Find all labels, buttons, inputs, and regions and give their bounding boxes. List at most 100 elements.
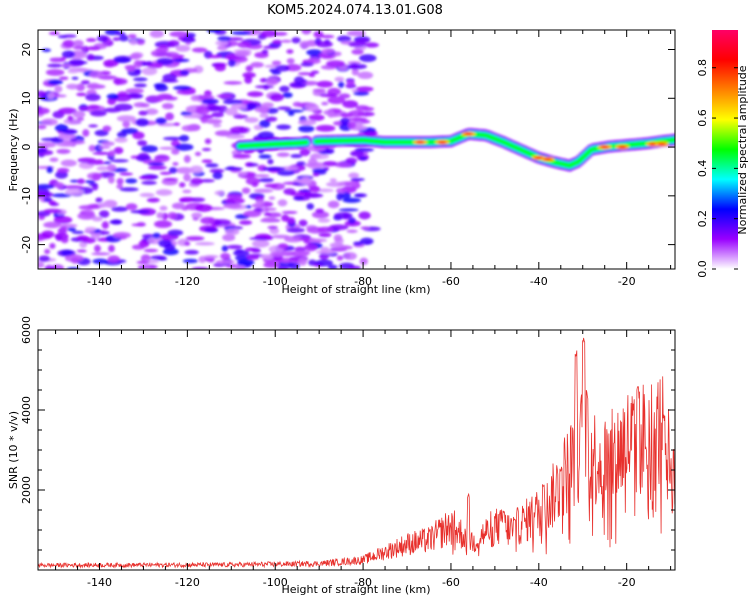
- noise-blob: [158, 44, 169, 48]
- spectrogram-x-tick-label: -140: [87, 275, 112, 288]
- noise-blob: [155, 84, 169, 92]
- noise-blob: [262, 167, 281, 171]
- noise-blob: [221, 245, 229, 252]
- noise-blob: [96, 165, 109, 172]
- noise-blob: [245, 177, 261, 186]
- noise-blob: [110, 159, 129, 163]
- noise-blob: [351, 49, 364, 55]
- noise-blob: [230, 103, 249, 110]
- noise-blob: [168, 167, 178, 174]
- noise-blob: [246, 256, 259, 260]
- noise-blob: [101, 141, 115, 147]
- noise-blob: [56, 148, 71, 154]
- noise-blob: [183, 173, 191, 182]
- noise-blob: [156, 57, 174, 66]
- noise-blob: [44, 266, 56, 269]
- snr-x-tick-label: -100: [263, 576, 288, 589]
- noise-blob: [73, 39, 84, 48]
- noise-blob: [173, 85, 192, 91]
- noise-blob: [85, 93, 101, 102]
- noise-blob: [272, 39, 283, 45]
- noise-blob: [76, 249, 87, 253]
- noise-blob: [67, 115, 74, 122]
- noise-blob: [47, 79, 63, 85]
- noise-blob: [334, 76, 345, 82]
- noise-blob: [246, 162, 259, 167]
- spectrogram-y-label: Frequency (Hz): [7, 109, 20, 192]
- noise-blob: [84, 180, 96, 184]
- noise-blob: [103, 107, 122, 113]
- noise-blob: [226, 244, 243, 250]
- noise-blob: [269, 251, 287, 257]
- noise-blob: [276, 124, 292, 130]
- noise-blob: [301, 79, 308, 83]
- noise-blob: [141, 145, 158, 153]
- noise-blob: [78, 106, 89, 111]
- noise-blob: [277, 199, 288, 207]
- noise-blob: [254, 85, 275, 89]
- noise-blob: [159, 205, 168, 211]
- noise-blob: [348, 217, 356, 224]
- noise-blob: [86, 46, 101, 51]
- noise-blob: [38, 184, 55, 190]
- colorbar-label: Normalized spectral amplitude: [736, 65, 749, 234]
- noise-blob: [67, 227, 77, 232]
- noise-blob: [220, 252, 231, 260]
- noise-blob: [98, 75, 117, 80]
- noise-blob: [326, 60, 345, 68]
- noise-blob: [227, 37, 244, 41]
- noise-blob: [54, 85, 63, 93]
- noise-blob: [119, 34, 129, 42]
- noise-blob: [107, 255, 121, 264]
- noise-blob: [86, 53, 95, 61]
- noise-blob: [152, 232, 161, 239]
- noise-blob: [318, 232, 332, 238]
- ridge-hotspot: [657, 142, 666, 146]
- noise-blob: [317, 226, 334, 233]
- noise-blob: [299, 40, 311, 49]
- noise-blob: [71, 76, 79, 80]
- noise-blob: [260, 30, 278, 38]
- noise-blob: [357, 71, 374, 80]
- noise-blob: [299, 148, 311, 157]
- noise-blob: [141, 180, 157, 185]
- noise-blob: [209, 168, 225, 174]
- noise-blob: [54, 182, 64, 189]
- noise-blob: [54, 123, 69, 132]
- noise-blob: [154, 154, 170, 163]
- noise-blob: [136, 39, 145, 45]
- noise-blob: [125, 65, 136, 72]
- noise-blob: [40, 137, 61, 142]
- noise-blob: [281, 39, 292, 43]
- noise-blob: [348, 110, 365, 118]
- noise-blob: [201, 147, 212, 152]
- noise-blob: [214, 63, 226, 72]
- noise-blob: [172, 161, 179, 166]
- noise-blob: [60, 236, 69, 244]
- noise-blob: [49, 58, 66, 63]
- noise-blob: [191, 47, 208, 53]
- noise-blob: [53, 216, 73, 224]
- noise-blob: [162, 73, 177, 82]
- noise-blob: [268, 196, 276, 200]
- spectrogram-y-ticks: -20 -10 0 10 20: [20, 43, 675, 254]
- noise-blob: [310, 70, 320, 74]
- noise-blob: [41, 118, 58, 126]
- noise-blob: [253, 188, 274, 193]
- noise-blob: [179, 134, 190, 142]
- noise-blob: [211, 111, 224, 118]
- noise-blob: [261, 102, 274, 108]
- noise-blob: [179, 198, 193, 203]
- noise-blob: [233, 114, 249, 119]
- noise-blob: [304, 103, 320, 112]
- noise-blob: [275, 65, 290, 72]
- noise-blob: [224, 228, 240, 236]
- noise-blob: [286, 49, 294, 54]
- noise-blob: [129, 53, 141, 60]
- snr-y-tick-label: 4000: [20, 396, 33, 424]
- noise-blob: [212, 219, 232, 226]
- noise-blob: [167, 40, 180, 48]
- spectrogram-x-label: Height of straight line (km): [281, 283, 430, 296]
- ridge-hotspot: [543, 157, 552, 161]
- noise-blob: [364, 42, 380, 48]
